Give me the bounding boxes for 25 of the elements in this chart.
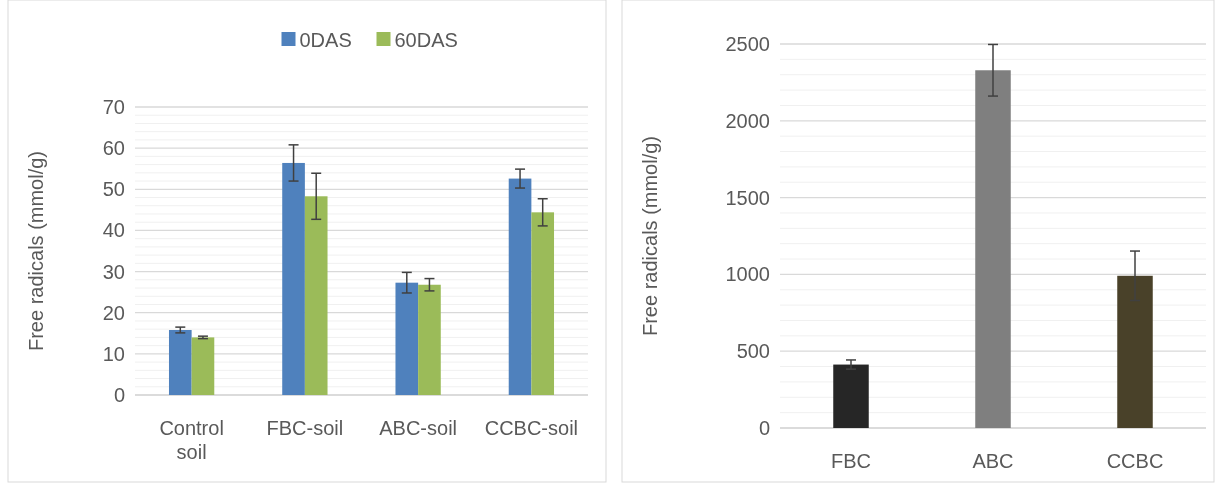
x-tick-label: FBC [831,450,871,472]
legend-label: 0DAS [299,29,352,51]
y-axis-title: Free radicals (mmol/g) [25,150,47,352]
x-tick-label: ABC [972,450,1014,472]
y-tick-label: 40 [102,219,125,242]
y-tick-label: 10 [102,342,125,365]
x-tick-label: ABC-soil [379,417,458,439]
y-tick-label: 0 [113,384,125,406]
x-tick-label: FBC-soil [266,417,344,439]
y-tick-label: 500 [736,340,770,363]
y-tick-label: 30 [102,260,125,283]
y-tick-label: 1500 [725,186,770,209]
y-tick-label: 70 [102,96,125,118]
y-tick-label: 1000 [725,263,770,286]
legend-label: 60DAS [394,29,458,51]
y-tick-label: 2000 [725,109,770,132]
y-axis-title: Free radicals (mmol/g) [639,135,661,337]
x-tick-label: CCBC [1106,450,1164,472]
y-tick-label: 20 [102,301,125,324]
y-tick-label: 60 [102,137,125,160]
y-tick-label: 2500 [725,33,770,55]
x-tick-label: Control soil [159,417,224,463]
y-tick-label: 0 [758,417,770,439]
x-tick-label: CCBC-soil [484,417,579,439]
y-tick-label: 50 [102,178,125,201]
